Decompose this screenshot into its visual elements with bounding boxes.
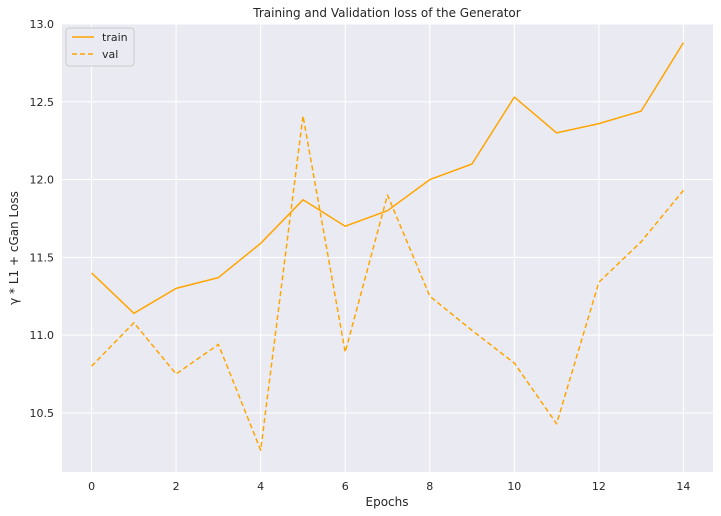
x-tick-label: 12 <box>592 480 606 493</box>
legend: train val <box>65 27 135 67</box>
legend-label-val: val <box>102 48 118 61</box>
y-tick-label: 10.5 <box>30 407 55 420</box>
x-tick-label: 8 <box>426 480 433 493</box>
legend-label-train: train <box>102 31 128 44</box>
y-tick-label: 11.0 <box>30 329 55 342</box>
x-tick-label: 4 <box>257 480 264 493</box>
grid-lines <box>62 23 713 472</box>
x-tick-label: 10 <box>507 480 521 493</box>
x-tick-label: 6 <box>342 480 349 493</box>
series-line-train <box>91 42 685 315</box>
y-tick-label: 13.0 <box>30 18 55 31</box>
series-line-val <box>91 115 684 451</box>
y-axis-ticks: 10.5 11.0 11.5 12.0 12.5 13.0 <box>30 18 55 420</box>
chart-title: Training and Validation loss of the Gene… <box>252 6 521 20</box>
series-lines <box>91 42 685 451</box>
x-axis-label: Epochs <box>366 495 409 509</box>
plot-area <box>62 24 713 472</box>
y-tick-label: 12.5 <box>30 96 55 109</box>
y-tick-label: 12.0 <box>30 174 55 187</box>
x-axis-ticks: 0 2 4 6 8 10 12 14 <box>88 480 690 493</box>
y-axis-label: γ * L1 + cGan Loss <box>7 191 21 305</box>
y-tick-label: 11.5 <box>30 251 55 264</box>
x-tick-label: 2 <box>173 480 180 493</box>
x-tick-label: 14 <box>676 480 690 493</box>
x-tick-label: 0 <box>88 480 95 493</box>
